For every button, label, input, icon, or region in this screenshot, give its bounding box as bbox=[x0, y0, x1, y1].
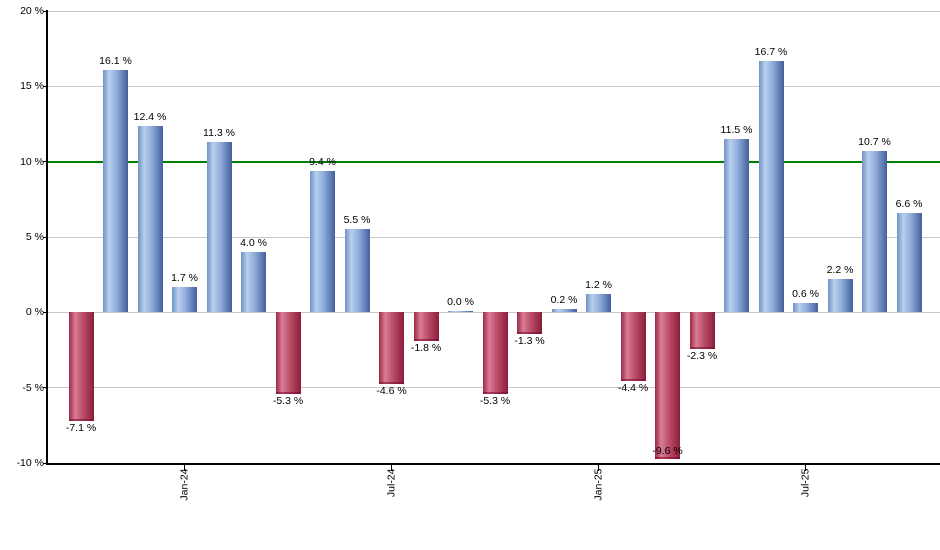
bar-6 bbox=[275, 312, 301, 395]
bar-22 bbox=[827, 279, 853, 313]
x-axis-tick bbox=[391, 465, 392, 471]
gridline bbox=[48, 85, 940, 87]
bar-value-label: 6.6 % bbox=[895, 197, 923, 210]
y-axis-label: 0 % bbox=[25, 306, 44, 319]
bar-10 bbox=[413, 312, 439, 342]
bar-value-label: 10.7 % bbox=[858, 136, 891, 149]
y-axis-label: 15 % bbox=[20, 80, 44, 93]
bar-value-label: -9.6 % bbox=[652, 445, 683, 457]
y-axis-line bbox=[46, 10, 48, 465]
bar-value-label: 9.4 % bbox=[309, 155, 336, 168]
bar-value-label: -4.6 % bbox=[376, 384, 407, 397]
x-axis-label: Jul-25 bbox=[799, 468, 811, 498]
bar-18 bbox=[689, 312, 715, 349]
y-axis-tick bbox=[43, 462, 48, 464]
bar-value-label: 4.0 % bbox=[240, 237, 267, 250]
x-axis-tick bbox=[805, 465, 806, 471]
y-axis-tick bbox=[43, 311, 48, 313]
bar-24 bbox=[896, 212, 922, 313]
bar-value-label: 1.2 % bbox=[585, 279, 612, 292]
bar-20 bbox=[758, 60, 784, 313]
bar-value-label: 0.2 % bbox=[550, 294, 578, 307]
x-axis-label: Jan-24 bbox=[178, 468, 190, 501]
bar-value-label: -5.3 % bbox=[479, 395, 511, 408]
bar-14 bbox=[551, 309, 577, 313]
bar-17 bbox=[655, 312, 680, 459]
y-axis-tick bbox=[43, 387, 48, 389]
bar-9 bbox=[379, 312, 404, 384]
bar-value-label: 12.4 % bbox=[133, 110, 167, 123]
bar-16 bbox=[620, 312, 646, 381]
y-axis-tick bbox=[43, 161, 48, 163]
bar-value-label: -7.1 % bbox=[65, 422, 97, 435]
bar-13 bbox=[517, 312, 542, 334]
bar-value-label: -5.3 % bbox=[272, 395, 304, 408]
bar-value-label: 11.3 % bbox=[203, 127, 235, 140]
x-axis-label: Jan-25 bbox=[592, 468, 604, 501]
bar-value-label: 1.7 % bbox=[171, 271, 198, 284]
bar-value-label: 16.7 % bbox=[754, 45, 788, 58]
bar-1 bbox=[103, 69, 128, 313]
gridline bbox=[48, 10, 940, 12]
bar-5 bbox=[241, 252, 266, 313]
bar-value-label: -1.8 % bbox=[410, 342, 442, 355]
bar-11 bbox=[448, 311, 473, 313]
bar-3 bbox=[172, 286, 197, 313]
y-axis-label: 20 % bbox=[20, 5, 44, 17]
y-axis-tick bbox=[43, 10, 48, 12]
y-axis-tick bbox=[43, 236, 48, 238]
bar-2 bbox=[137, 125, 163, 313]
x-axis-tick bbox=[184, 465, 185, 471]
y-axis-label: -5 % bbox=[22, 381, 44, 394]
bar-value-label: 11.5 % bbox=[720, 124, 753, 137]
gridline bbox=[48, 236, 940, 238]
bar-value-label: -2.3 % bbox=[686, 349, 718, 362]
y-axis-label: 10 % bbox=[20, 155, 44, 168]
bar-value-label: 2.2 % bbox=[826, 264, 854, 277]
x-axis-tick bbox=[598, 465, 599, 471]
bar-21 bbox=[793, 303, 818, 313]
bar-7 bbox=[310, 170, 335, 313]
bar-value-label: 5.5 % bbox=[343, 214, 371, 227]
y-axis-label: 5 % bbox=[25, 231, 44, 243]
bar-value-label: 0.0 % bbox=[447, 296, 474, 309]
bar-value-label: -4.4 % bbox=[617, 381, 649, 394]
bar-value-label: 0.6 % bbox=[792, 288, 819, 301]
y-axis-label: -10 % bbox=[16, 457, 44, 469]
bar-15 bbox=[586, 294, 611, 313]
x-axis-label: Jul-24 bbox=[385, 468, 397, 498]
bar-4 bbox=[206, 142, 232, 313]
x-axis-line bbox=[46, 463, 940, 465]
y-axis-tick bbox=[43, 85, 48, 87]
reference-line-10pct bbox=[48, 160, 940, 163]
bar-0 bbox=[68, 312, 94, 422]
bar-19 bbox=[724, 139, 749, 313]
bar-23 bbox=[862, 151, 887, 313]
bar-8 bbox=[344, 229, 370, 313]
bar-value-label: -1.3 % bbox=[514, 334, 545, 347]
bar-value-label: 16.1 % bbox=[99, 54, 132, 67]
bar-12 bbox=[482, 312, 508, 395]
